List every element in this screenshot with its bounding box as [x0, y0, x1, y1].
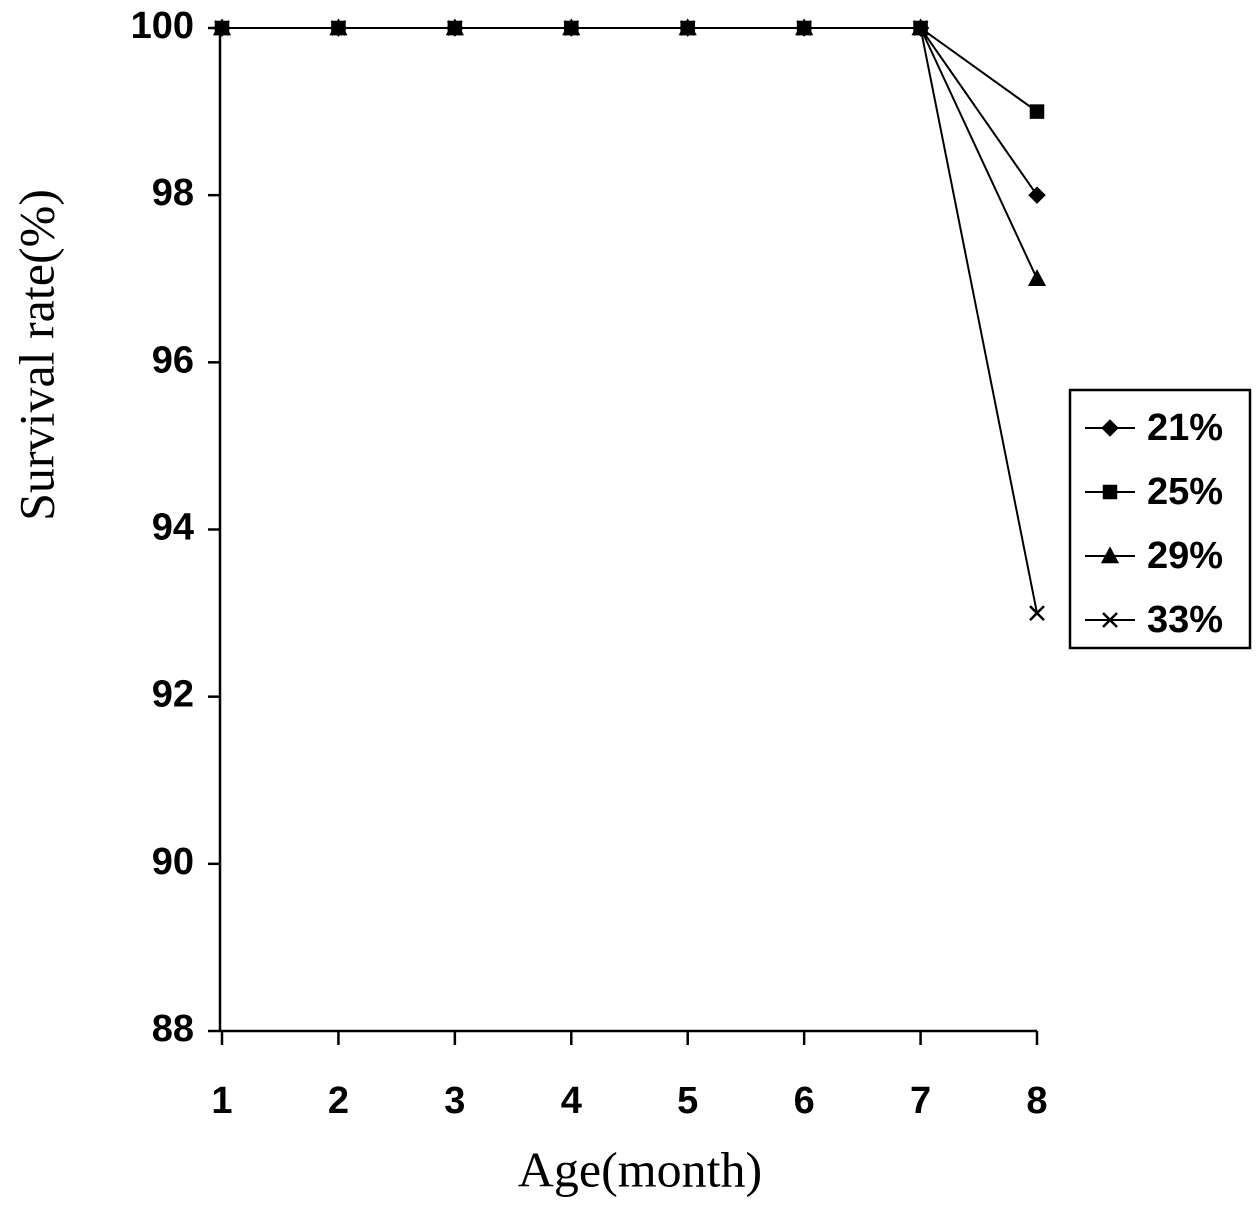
y-axis-title: Survival rate(%) — [8, 189, 64, 521]
x-tick-label: 7 — [910, 1080, 931, 1122]
marker — [563, 20, 580, 36]
x-tick-label: 4 — [561, 1080, 582, 1122]
x-tick-label: 3 — [444, 1080, 465, 1122]
x-tick-label: 1 — [211, 1080, 232, 1122]
y-tick-label: 94 — [152, 507, 194, 549]
legend-marker — [1100, 546, 1120, 564]
marker — [1029, 605, 1045, 621]
series-line — [222, 27, 1038, 196]
marker — [446, 20, 463, 36]
legend-marker — [1102, 484, 1118, 500]
legend-label: 29% — [1147, 535, 1223, 577]
series-line — [222, 27, 1038, 614]
legend-label: 25% — [1147, 471, 1223, 513]
x-tick-label: 5 — [677, 1080, 698, 1122]
marker — [796, 20, 813, 36]
y-tick-label: 90 — [152, 841, 194, 883]
marker — [214, 20, 230, 36]
y-tick-label: 98 — [152, 172, 194, 214]
marker — [679, 20, 696, 36]
x-axis-title: Age(month) — [518, 1141, 762, 1197]
x-tick-label: 8 — [1026, 1080, 1047, 1122]
legend-box — [1068, 388, 1252, 650]
legend-label: 33% — [1147, 599, 1223, 641]
marker — [1029, 104, 1045, 119]
series-line — [222, 27, 1038, 113]
marker — [330, 20, 347, 36]
y-tick-label: 96 — [152, 339, 194, 381]
marker — [1028, 186, 1046, 204]
x-tick-label: 2 — [328, 1080, 349, 1122]
marker — [912, 20, 929, 36]
x-tick-label: 6 — [794, 1080, 815, 1122]
legend-marker — [1101, 419, 1119, 437]
legend-label: 21% — [1147, 407, 1223, 449]
legend-marker — [1102, 612, 1118, 628]
legend: 21% 25% 29% 33% — [1068, 388, 1252, 650]
y-tick-label: 92 — [152, 674, 194, 716]
y-tick-label: 100 — [131, 5, 194, 47]
marker — [1027, 269, 1047, 286]
y-tick-label: 88 — [152, 1008, 194, 1050]
series-line — [222, 27, 1038, 280]
